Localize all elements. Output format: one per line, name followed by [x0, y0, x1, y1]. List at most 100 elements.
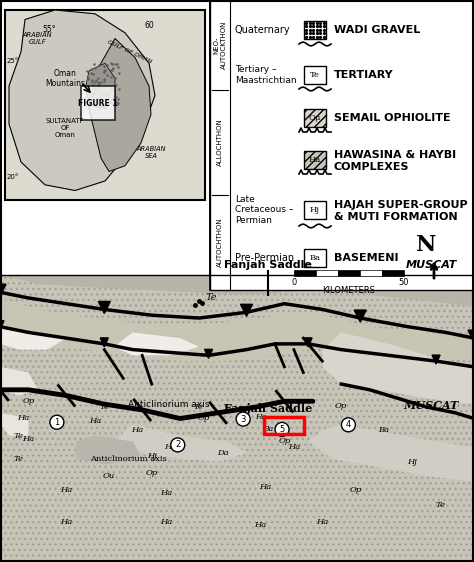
Bar [294, 270, 316, 276]
Text: Ha: Ha [309, 156, 321, 164]
Text: Ha: Ha [60, 518, 73, 526]
Text: Anticlinorium axis: Anticlinorium axis [90, 455, 166, 463]
Text: 20°: 20° [7, 174, 19, 180]
Text: Te: Te [436, 501, 446, 509]
Text: SEMAIL OPHIOLITE: SEMAIL OPHIOLITE [334, 113, 451, 123]
Text: ARABIAN
GULF: ARABIAN GULF [22, 32, 52, 45]
Polygon shape [308, 424, 474, 482]
Text: Fanjah Saddle: Fanjah Saddle [224, 260, 312, 270]
Polygon shape [0, 284, 6, 296]
Text: Ha: Ha [89, 418, 101, 425]
Text: N: N [416, 234, 436, 256]
Text: Te: Te [194, 403, 204, 411]
Text: Ha: Ha [316, 518, 328, 526]
Text: HAJAH SUPER-GROUP: HAJAH SUPER-GROUP [334, 200, 468, 210]
Text: Op: Op [198, 415, 210, 423]
Bar [0, 275, 474, 562]
Polygon shape [0, 298, 474, 361]
Text: 25°: 25° [7, 58, 19, 64]
Text: Ha: Ha [22, 434, 35, 443]
Text: ALLOCHTHON: ALLOCHTHON [217, 119, 223, 166]
Text: AUTOCHTHON: AUTOCHTHON [217, 217, 223, 268]
Text: Ba: Ba [378, 426, 390, 434]
Polygon shape [432, 355, 440, 364]
Text: Op: Op [146, 469, 158, 477]
Circle shape [236, 412, 250, 426]
Text: COMPLEXES: COMPLEXES [334, 162, 410, 172]
Text: Te: Te [205, 293, 217, 302]
Text: 3: 3 [240, 415, 246, 424]
Text: 60: 60 [144, 21, 154, 30]
Polygon shape [114, 332, 199, 355]
Bar [210, 0, 474, 290]
Text: Te: Te [14, 432, 24, 439]
Polygon shape [114, 424, 246, 461]
Circle shape [50, 415, 64, 429]
Text: MUSCAT: MUSCAT [406, 260, 457, 270]
Text: 5: 5 [279, 425, 285, 434]
Text: FIGURE 1: FIGURE 1 [78, 98, 118, 107]
Text: Op: Op [349, 486, 362, 494]
Bar [382, 270, 404, 276]
Text: NEO-
AUTOCKTHON: NEO- AUTOCKTHON [213, 21, 227, 69]
Text: 2: 2 [175, 441, 181, 450]
Text: Ba: Ba [310, 254, 320, 262]
Text: Tertiary –
Maastrichtian: Tertiary – Maastrichtian [235, 65, 297, 85]
Text: TERTIARY: TERTIARY [334, 70, 393, 80]
Text: Quaternary: Quaternary [235, 25, 291, 35]
Text: Oman
Mountains: Oman Mountains [45, 69, 85, 88]
Text: Op: Op [278, 437, 291, 446]
Text: Hj: Hj [310, 206, 320, 214]
Text: Late
Cretaceous –
Permian: Late Cretaceous – Permian [235, 195, 293, 225]
Circle shape [275, 423, 289, 437]
Text: Ha: Ha [164, 443, 177, 451]
Text: KILOMETERS: KILOMETERS [323, 286, 375, 295]
Polygon shape [0, 367, 38, 396]
Text: Ha: Ha [255, 413, 266, 421]
Text: Te: Te [14, 455, 24, 463]
Text: GULF OF OMAN: GULF OF OMAN [106, 39, 152, 64]
Text: Ha: Ha [288, 443, 300, 451]
Text: Fanjah Saddle: Fanjah Saddle [224, 403, 312, 414]
Text: Ou: Ou [103, 472, 115, 480]
Text: Ha: Ha [60, 486, 73, 494]
Text: Ba: Ba [263, 424, 273, 433]
Polygon shape [205, 350, 212, 359]
Polygon shape [468, 330, 474, 342]
Polygon shape [76, 436, 142, 464]
Text: Te: Te [99, 403, 109, 411]
Text: MUSCAT: MUSCAT [404, 400, 459, 411]
Text: WADI GRAVEL: WADI GRAVEL [334, 25, 420, 35]
Text: Ha: Ha [259, 483, 272, 491]
Text: Ha: Ha [160, 489, 172, 497]
Polygon shape [354, 310, 366, 322]
Text: Anticlinorium axis: Anticlinorium axis [128, 400, 210, 409]
Polygon shape [89, 39, 151, 171]
Circle shape [171, 438, 185, 452]
Bar [264, 417, 304, 434]
Polygon shape [0, 321, 4, 330]
Text: Da: Da [217, 449, 228, 457]
Polygon shape [0, 413, 28, 436]
Bar [304, 249, 326, 267]
Polygon shape [0, 275, 474, 306]
Bar [338, 270, 360, 276]
Text: Hj: Hj [408, 457, 417, 465]
Text: 55°: 55° [42, 25, 56, 34]
Text: & MUTI FORMATION: & MUTI FORMATION [334, 212, 457, 222]
Text: SULTANATF
OF
Oman: SULTANATF OF Oman [46, 118, 84, 138]
Bar [304, 109, 326, 127]
Text: Ha: Ha [18, 415, 30, 423]
Circle shape [341, 418, 356, 432]
Bar [304, 66, 326, 84]
Text: Op: Op [22, 397, 35, 405]
Bar [304, 201, 326, 219]
Text: 50: 50 [399, 278, 409, 287]
Bar [360, 270, 382, 276]
Bar [304, 21, 326, 39]
Bar [0, 275, 474, 562]
Polygon shape [322, 332, 474, 404]
Text: Te: Te [310, 71, 320, 79]
Text: BASEMENI: BASEMENI [334, 253, 399, 263]
Text: Ha: Ha [255, 520, 267, 529]
